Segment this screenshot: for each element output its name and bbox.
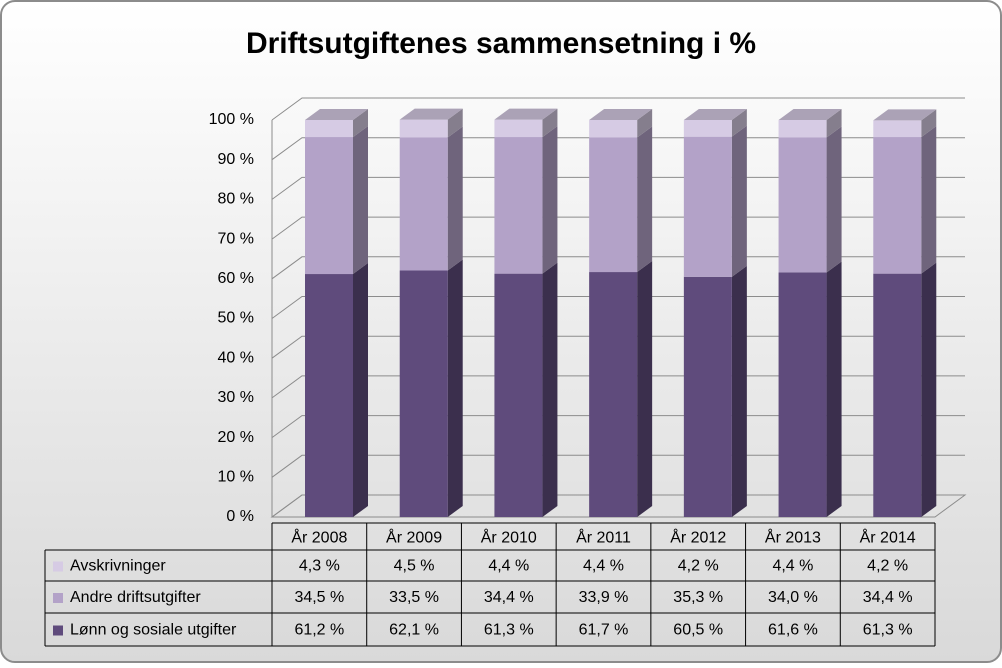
bar-top	[873, 109, 937, 121]
chart-title: Driftsutgiftenes sammensetning i %	[246, 27, 756, 60]
bar-side	[353, 263, 368, 517]
bar	[305, 120, 353, 138]
bar	[589, 120, 638, 138]
legend-label: Lønn og sosiale utgifter	[70, 622, 237, 639]
bar-side	[447, 259, 463, 517]
value-label: 4,2 %	[678, 558, 719, 575]
bar	[399, 119, 448, 138]
bar	[305, 137, 353, 275]
bar	[683, 136, 732, 277]
value-label: 35,3 %	[673, 589, 723, 606]
bar-side	[826, 126, 842, 273]
legend-key	[53, 561, 63, 572]
legend-key	[53, 593, 63, 603]
value-label: 34,5 %	[294, 589, 344, 606]
bar-side	[921, 126, 937, 274]
y-tick-label: 30 %	[218, 389, 254, 406]
value-label: 61,6 %	[768, 622, 818, 639]
bar-side	[921, 109, 937, 138]
bar-top	[778, 109, 842, 120]
bar-side	[731, 125, 747, 277]
y-tick-label: 20 %	[218, 429, 254, 446]
value-label: 4,2 %	[867, 558, 908, 575]
x-tick-label: År 2011	[576, 528, 631, 547]
grid-line	[271, 97, 965, 121]
bar-side	[637, 126, 653, 273]
value-label: 33,5 %	[389, 589, 439, 606]
bar	[873, 137, 922, 274]
x-tick-label: År 2008	[291, 528, 347, 547]
bar	[494, 137, 543, 274]
bar-side	[542, 126, 558, 274]
x-tick-label: År 2013	[765, 528, 821, 547]
y-tick-label: 10 %	[218, 469, 254, 486]
bar-top	[305, 109, 368, 120]
value-label: 34,4 %	[863, 589, 913, 606]
bar	[305, 274, 353, 517]
bar	[778, 272, 827, 517]
y-tick-label: 40 %	[218, 349, 254, 366]
bar-side	[826, 109, 842, 138]
bar	[873, 273, 922, 517]
x-tick-label: År 2009	[386, 528, 442, 547]
bar	[683, 276, 732, 517]
bar	[778, 120, 827, 138]
value-label: 4,4 %	[583, 558, 624, 575]
x-tick-label: År 2012	[670, 528, 726, 547]
y-tick-label: 80 %	[218, 191, 254, 208]
bar-top	[683, 109, 747, 120]
value-label: 60,5 %	[673, 622, 723, 639]
bar-side	[826, 261, 842, 517]
value-label: 4,5 %	[394, 558, 435, 575]
bar	[589, 137, 638, 273]
value-label: 61,3 %	[863, 622, 913, 639]
bar-side	[542, 108, 558, 138]
x-tick-label: År 2010	[481, 528, 537, 547]
bar	[494, 119, 543, 138]
value-label: 61,2 %	[294, 622, 344, 639]
bar	[778, 137, 827, 273]
x-tick-label: År 2014	[860, 528, 916, 547]
bar	[399, 137, 448, 271]
y-tick-label: 70 %	[218, 230, 254, 247]
value-label: 4,4 %	[488, 558, 529, 575]
y-tick-label: 60 %	[218, 270, 254, 287]
y-tick-label: 0 %	[226, 508, 254, 525]
bar	[589, 272, 638, 517]
y-tick-label: 100 %	[209, 111, 254, 128]
bar-side	[542, 262, 558, 517]
bar-side	[637, 261, 653, 517]
legend-key	[53, 625, 63, 636]
value-label: 33,9 %	[579, 589, 629, 606]
y-tick-label: 50 %	[218, 310, 254, 327]
bar-side	[353, 126, 368, 275]
value-label: 61,7 %	[579, 622, 629, 639]
legend-label: Avskrivninger	[70, 558, 166, 575]
bar-top	[399, 108, 463, 120]
value-label: 4,4 %	[772, 558, 813, 575]
value-label: 4,3 %	[299, 558, 340, 575]
legend-label: Andre driftsutgifter	[70, 589, 201, 606]
bar	[683, 120, 732, 137]
value-label: 62,1 %	[389, 622, 439, 639]
bar-side	[731, 109, 747, 137]
bar	[494, 273, 543, 517]
value-label: 34,0 %	[768, 589, 818, 606]
y-tick-label: 90 %	[218, 151, 254, 168]
bar-side	[637, 109, 653, 138]
bar-side	[447, 126, 463, 271]
bar-top	[589, 109, 653, 120]
bar	[873, 120, 922, 138]
bar-side	[447, 108, 463, 138]
value-label: 34,4 %	[484, 589, 534, 606]
bar-top	[494, 108, 558, 120]
bar-side	[921, 262, 937, 517]
bar	[399, 270, 448, 517]
bar-side	[353, 109, 368, 138]
value-label: 61,3 %	[484, 622, 534, 639]
bar-side	[731, 265, 747, 517]
